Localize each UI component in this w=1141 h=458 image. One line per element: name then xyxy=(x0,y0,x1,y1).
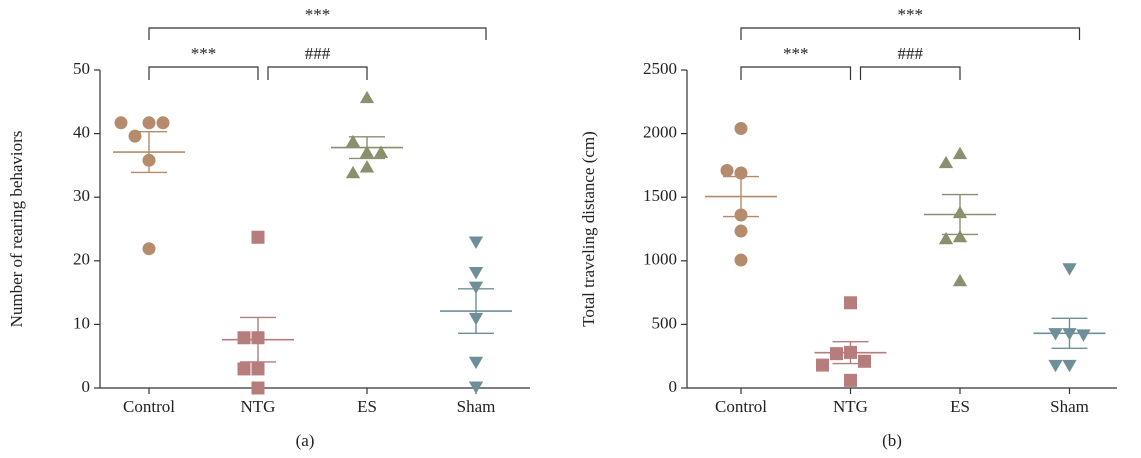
x-tick-label: ES xyxy=(357,397,377,416)
annotation: ### xyxy=(898,44,924,63)
y-tick-label: 0 xyxy=(82,377,91,396)
y-axis-label: Total traveling distance (cm) xyxy=(579,131,598,327)
point xyxy=(142,116,156,130)
point xyxy=(237,331,251,345)
point xyxy=(114,116,128,130)
point xyxy=(468,236,484,249)
point xyxy=(128,129,142,143)
point xyxy=(1076,329,1091,342)
x-tick-label: Sham xyxy=(1050,397,1089,416)
y-tick-label: 50 xyxy=(73,59,90,78)
point xyxy=(251,381,265,395)
point xyxy=(251,362,265,376)
point xyxy=(734,122,748,136)
x-tick-label: Control xyxy=(123,397,175,416)
x-tick-label: ES xyxy=(950,397,970,416)
point xyxy=(468,267,484,280)
y-tick-label: 30 xyxy=(73,186,90,205)
point xyxy=(938,155,954,169)
point xyxy=(952,146,968,160)
point xyxy=(1062,359,1077,373)
bracket xyxy=(148,66,259,80)
bracket xyxy=(859,66,961,80)
caption: (b) xyxy=(882,431,902,450)
annotation: *** xyxy=(191,44,217,63)
point xyxy=(1062,263,1077,276)
point xyxy=(142,242,156,256)
point xyxy=(734,253,748,267)
point xyxy=(237,362,251,376)
point xyxy=(251,230,265,244)
point xyxy=(359,145,375,158)
point xyxy=(830,347,843,361)
y-tick-label: 20 xyxy=(73,250,90,269)
point xyxy=(844,345,857,359)
y-axis-label: Number of rearing behaviors xyxy=(7,131,26,328)
point xyxy=(359,90,375,104)
point xyxy=(952,273,968,287)
y-tick-label: 2500 xyxy=(643,59,677,78)
point xyxy=(468,381,484,394)
x-tick-label: Control xyxy=(715,397,767,416)
point xyxy=(858,354,871,368)
point xyxy=(844,373,857,387)
point xyxy=(1048,328,1063,341)
annotation: *** xyxy=(898,5,924,24)
y-tick-label: 1500 xyxy=(643,186,677,205)
point xyxy=(468,312,484,326)
point xyxy=(734,208,748,222)
point xyxy=(345,134,361,148)
point xyxy=(359,160,375,173)
y-tick-label: 1000 xyxy=(643,250,677,269)
point xyxy=(952,229,968,243)
point xyxy=(373,145,389,158)
y-tick-label: 0 xyxy=(669,377,678,396)
bracket xyxy=(740,27,1081,40)
y-tick-label: 2000 xyxy=(643,123,677,142)
point xyxy=(468,356,484,370)
annotation: ### xyxy=(305,44,331,63)
bracket xyxy=(267,66,368,80)
point xyxy=(844,296,857,310)
point xyxy=(734,224,748,238)
point xyxy=(952,205,968,219)
x-tick-label: NTG xyxy=(241,397,276,416)
bracket xyxy=(148,27,487,40)
point xyxy=(816,358,829,372)
annotation: *** xyxy=(305,5,331,24)
y-tick-label: 500 xyxy=(652,313,678,332)
annotation: *** xyxy=(783,44,809,63)
y-tick-label: 10 xyxy=(73,313,90,332)
point xyxy=(1062,328,1077,341)
caption: (a) xyxy=(296,431,315,450)
point xyxy=(156,116,170,130)
point xyxy=(468,281,484,295)
y-tick-label: 40 xyxy=(73,123,90,142)
point xyxy=(142,153,156,167)
bracket xyxy=(740,66,852,80)
point xyxy=(345,165,361,179)
point xyxy=(734,166,748,180)
point xyxy=(251,331,265,345)
point xyxy=(720,163,734,177)
x-tick-label: NTG xyxy=(833,397,868,416)
point xyxy=(1048,359,1063,373)
x-tick-label: Sham xyxy=(457,397,496,416)
point xyxy=(938,231,954,245)
